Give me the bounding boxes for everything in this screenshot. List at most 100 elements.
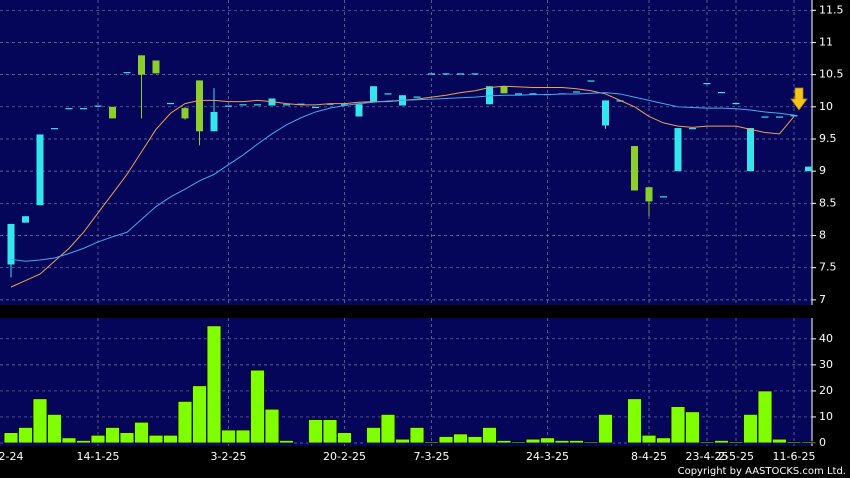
volume-bar <box>148 434 164 444</box>
x-tick-label: 20-2-25 <box>323 450 366 463</box>
candle-body <box>471 73 479 75</box>
candle-body <box>732 102 740 105</box>
volume-bar <box>177 400 193 444</box>
candle-body <box>181 108 189 119</box>
volume-bar <box>47 413 62 444</box>
volume-bar <box>598 413 613 444</box>
candle-body <box>370 86 377 103</box>
volume-bar <box>279 439 294 444</box>
candle-body <box>152 60 160 74</box>
volume-bar <box>395 438 410 444</box>
volume-bar <box>3 432 19 444</box>
volume-bar <box>786 441 802 444</box>
volume-bar <box>76 439 91 444</box>
volume-bar <box>511 441 526 444</box>
candle-body <box>573 91 580 93</box>
volume-bar <box>583 441 599 444</box>
candle-body <box>761 116 769 118</box>
y-tick-label: 30 <box>819 358 833 371</box>
candle-body <box>689 128 696 130</box>
candle-body <box>355 104 363 117</box>
volume-bar <box>192 385 207 444</box>
x-tick-label: 24-3-25 <box>526 450 569 463</box>
candle-body <box>616 100 624 102</box>
candle-body <box>747 128 754 172</box>
volume-bar <box>366 426 381 444</box>
y-tick-label: 7 <box>819 293 826 306</box>
candle-body <box>805 166 812 172</box>
candle-body <box>254 104 261 106</box>
candle-body <box>109 106 116 119</box>
y-tick-label: 9 <box>819 164 826 177</box>
candle-body <box>674 128 682 172</box>
volume-bar <box>482 426 497 444</box>
volume-bar <box>772 438 787 444</box>
y-tick-label: 9.5 <box>819 132 837 145</box>
candle-body <box>457 73 464 75</box>
y-tick-label: 11 <box>819 35 833 48</box>
volume-bar <box>337 432 352 444</box>
candle-body <box>645 187 653 202</box>
volume-bar <box>496 439 512 444</box>
y-tick-label: 10.5 <box>819 68 844 81</box>
candle-body <box>500 86 508 94</box>
candle-body <box>138 55 145 75</box>
volume-bar <box>569 439 584 444</box>
volume-bar <box>264 408 280 444</box>
volume-bar <box>699 441 715 444</box>
x-tick-label: 11-6-25 <box>773 450 816 463</box>
volume-bar <box>627 398 642 444</box>
volume-bar <box>322 419 338 444</box>
candle-body <box>341 104 348 106</box>
volume-bar <box>90 434 106 444</box>
candle-body <box>529 93 537 95</box>
volume-bar <box>801 441 816 444</box>
candle-body <box>80 108 87 110</box>
volume-bar <box>18 426 33 444</box>
y-tick-label: 7.5 <box>819 261 837 274</box>
volume-bar <box>525 438 541 444</box>
volume-bar <box>221 429 236 444</box>
candle-body <box>428 73 435 75</box>
candle-body <box>7 223 15 265</box>
candle-body <box>384 93 392 95</box>
x-tick-label: 2-24 <box>0 450 23 463</box>
moving-average <box>10 92 795 262</box>
candle-body <box>587 80 595 82</box>
x-tick-label: 23-4-25 <box>686 450 729 463</box>
volume-bar <box>467 436 483 444</box>
volume-bar <box>670 406 686 444</box>
volume-bar <box>380 413 396 444</box>
y-tick-label: 40 <box>819 332 833 345</box>
x-tick-label: 7-3-25 <box>414 450 450 463</box>
volume-bar <box>685 411 700 444</box>
volume-bar <box>714 439 729 444</box>
candle-body <box>239 104 247 106</box>
price-panel <box>0 0 812 305</box>
candle-body <box>312 106 319 109</box>
y-tick-label: 11.5 <box>819 3 844 16</box>
candle-body <box>94 105 102 107</box>
x-tick-label: 2-5-25 <box>718 450 754 463</box>
volume-bar <box>743 413 758 444</box>
x-tick-label: 8-4-25 <box>631 450 667 463</box>
marker-arrow <box>790 87 808 111</box>
candle-body <box>413 96 421 98</box>
candle-body <box>326 103 334 105</box>
candle-body <box>776 116 783 118</box>
volume-bar <box>540 437 555 444</box>
volume-bar <box>235 429 251 444</box>
candle-body <box>22 216 29 223</box>
candle-body <box>65 108 73 110</box>
volume-bar <box>453 433 468 444</box>
volume-bar <box>134 421 149 444</box>
candle-body <box>36 134 44 206</box>
y-tick-label: 0 <box>819 436 826 449</box>
candle-body <box>123 72 131 74</box>
volume-bar <box>250 369 265 444</box>
volume-bar <box>308 419 323 444</box>
candle-body <box>51 128 58 130</box>
y-tick-label: 8 <box>819 229 826 242</box>
candle-body <box>283 104 290 106</box>
